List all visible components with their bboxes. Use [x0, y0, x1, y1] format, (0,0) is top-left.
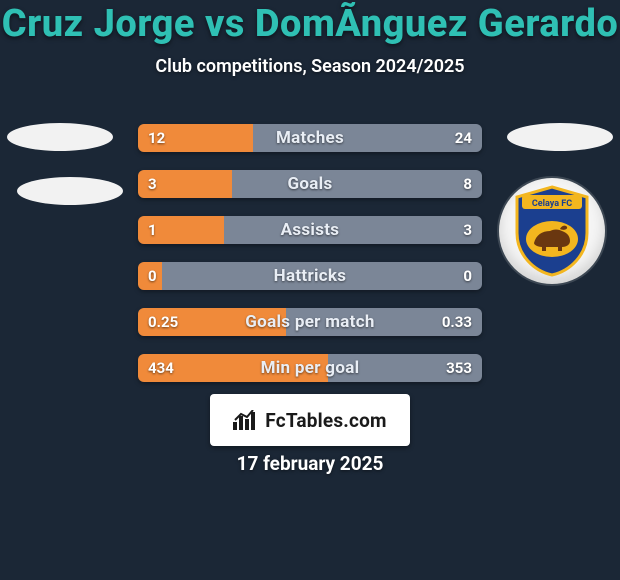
stat-bar: Matches1224	[138, 124, 482, 152]
stat-bar-right-seg	[328, 354, 482, 382]
title-player-right: DomÃ­nguez Gerardo	[255, 2, 618, 46]
brand-badge: FcTables.com	[210, 394, 410, 446]
stat-bar-left-seg	[138, 262, 162, 290]
stat-bar-left-seg	[138, 354, 328, 382]
footer-date: 17 february 2025	[0, 452, 620, 475]
stat-bar-left-seg	[138, 124, 253, 152]
stat-bar-right-seg	[232, 170, 482, 198]
page-title: Cruz Jorge vs DomÃ­nguez Gerardo	[0, 0, 620, 46]
stat-bar-left-seg	[138, 170, 232, 198]
club-left-badge	[17, 177, 123, 205]
stat-bar-left-seg	[138, 308, 286, 336]
brand-chart-icon	[233, 410, 259, 430]
stat-bar-right-seg	[286, 308, 482, 336]
stat-bar-right-seg	[162, 262, 482, 290]
title-vs: vs	[205, 2, 245, 46]
stat-bar-right-seg	[253, 124, 482, 152]
player-left-badge	[7, 123, 113, 151]
stat-bars: Matches1224 Goals38 Assists13 Hattricks00 Go…	[138, 124, 482, 382]
stat-bar: Hattricks00	[138, 262, 482, 290]
player-right-badge	[507, 123, 613, 151]
stat-bar: Goals38	[138, 170, 482, 198]
content-region: Cruz Jorge vs DomÃ­nguez Gerardo Club co…	[0, 0, 620, 580]
stat-bar-right-seg	[224, 216, 482, 244]
club-right-crest: Celaya FC	[499, 178, 605, 284]
title-player-left: Cruz Jorge	[2, 2, 195, 46]
stat-bar: Assists13	[138, 216, 482, 244]
stat-bar: Goals per match0.250.33	[138, 308, 482, 336]
brand-text: FcTables.com	[265, 409, 386, 432]
crest-text: Celaya FC	[532, 199, 572, 209]
stat-bar-left-seg	[138, 216, 224, 244]
subtitle: Club competitions, Season 2024/2025	[0, 56, 620, 77]
crest-svg: Celaya FC	[512, 185, 592, 277]
stat-bar: Min per goal434353	[138, 354, 482, 382]
